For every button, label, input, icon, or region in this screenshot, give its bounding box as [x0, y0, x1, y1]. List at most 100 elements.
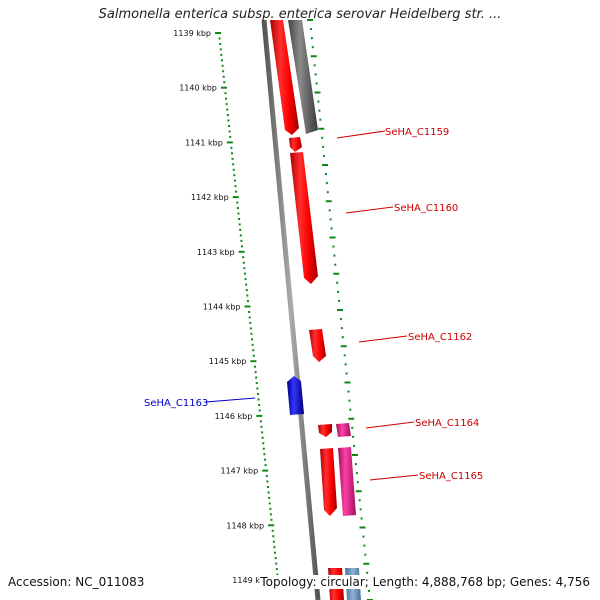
inner-tick — [239, 234, 242, 237]
inner-tick — [237, 212, 240, 215]
gene-gray-top — [288, 20, 318, 134]
inner-tick — [220, 53, 223, 56]
inner-tick — [249, 327, 252, 330]
inner-tick — [246, 300, 249, 303]
outer-tick — [317, 100, 320, 103]
inner-tick — [244, 278, 247, 281]
inner-tick — [256, 387, 259, 390]
inner-tick — [232, 163, 235, 166]
inner-tick — [245, 283, 248, 286]
inner-tick — [238, 223, 241, 226]
outer-tick — [353, 444, 356, 447]
outer-tick — [322, 164, 328, 166]
inner-tick — [276, 573, 279, 576]
outer-tick — [339, 318, 342, 321]
inner-tick — [226, 114, 229, 117]
inner-tick — [225, 103, 228, 106]
outer-tick — [315, 82, 318, 85]
kbp-label: 1147 kbp — [220, 467, 258, 476]
outer-tick — [363, 562, 370, 565]
accession-label: Accession: NC_011083 — [8, 575, 145, 589]
topology-summary: Topology: circular; Length: 4,888,768 bp… — [260, 575, 590, 589]
gene-arrow-c1164 — [318, 424, 332, 437]
inner-tick — [219, 42, 222, 45]
inner-tick — [219, 48, 222, 51]
outer-tick — [319, 118, 322, 121]
outer-tick — [344, 363, 347, 366]
connector-c1165 — [369, 474, 419, 481]
inner-tick — [259, 420, 262, 423]
inner-tick — [220, 86, 227, 89]
outer-tick — [322, 145, 325, 148]
inner-tick — [268, 502, 271, 505]
outer-tick — [340, 345, 347, 348]
outer-tick — [334, 263, 337, 266]
kbp-label: 1148 kbp — [226, 521, 264, 530]
inner-tick — [256, 414, 263, 417]
inner-tick — [238, 250, 245, 253]
outer-tick — [323, 154, 326, 157]
outer-tick — [352, 435, 355, 438]
outer-tick — [366, 571, 369, 574]
inner-tick — [248, 310, 251, 313]
kbp-label: 1149 kbp — [232, 576, 270, 585]
inner-tick — [226, 141, 233, 144]
outer-tick — [343, 354, 346, 357]
inner-tick — [229, 135, 232, 138]
outer-tick — [336, 281, 339, 284]
outer-tick — [318, 109, 321, 112]
inner-tick — [258, 403, 261, 406]
inner-tick — [260, 425, 263, 428]
outer-tick — [340, 327, 343, 330]
gene-arrow-c1159 — [270, 20, 299, 135]
kbp-label: 1143 kbp — [197, 248, 235, 257]
inner-tick — [274, 557, 277, 560]
inner-tick — [256, 393, 259, 396]
inner-tick — [274, 551, 277, 554]
inner-tick — [232, 196, 239, 199]
genome-backbone — [261, 19, 321, 600]
outer-tick — [310, 37, 313, 40]
outer-tick — [363, 544, 366, 547]
inner-tick — [222, 70, 225, 73]
inner-tick — [268, 524, 275, 527]
inner-tick — [232, 168, 235, 171]
inner-tick — [252, 354, 255, 357]
kbp-label: 1141 kbp — [185, 138, 223, 147]
inner-tick — [252, 349, 255, 352]
inner-tick — [275, 568, 278, 571]
outer-tick — [325, 200, 332, 203]
inner-tick — [251, 343, 254, 346]
inner-tick — [230, 152, 233, 155]
outer-tick — [355, 490, 362, 493]
inner-tick — [224, 92, 227, 95]
outer-tick — [333, 254, 336, 257]
gene-label-c1159: SeHA_C1159 — [385, 127, 449, 138]
outer-tick — [307, 19, 313, 21]
connector-c1160 — [345, 206, 394, 214]
outer-tick — [326, 191, 329, 194]
outer-tick — [359, 526, 366, 529]
inner-tick — [255, 376, 258, 379]
inner-tick — [262, 469, 269, 472]
inner-tick — [269, 507, 272, 510]
outer-tick — [338, 299, 341, 302]
gene-arrow-c1162 — [309, 329, 326, 362]
outer-tick — [347, 390, 350, 393]
gene-label-c1165: SeHA_C1165 — [419, 471, 483, 482]
outer-tick — [313, 64, 316, 67]
outer-tick — [337, 290, 340, 293]
gene-label-c1160: SeHA_C1160 — [394, 203, 458, 214]
inner-tick — [233, 179, 236, 182]
outer-tick — [344, 381, 351, 384]
inner-tick — [253, 365, 256, 368]
inner-tick — [245, 289, 248, 292]
gene-arrow-c1165 — [320, 448, 337, 516]
inner-tick — [235, 190, 238, 193]
gene-pseudo-c1164 — [336, 423, 351, 437]
outer-tick-ring — [307, 19, 373, 600]
outer-tick — [354, 463, 357, 466]
outer-tick — [332, 245, 335, 248]
inner-tick — [262, 442, 265, 445]
